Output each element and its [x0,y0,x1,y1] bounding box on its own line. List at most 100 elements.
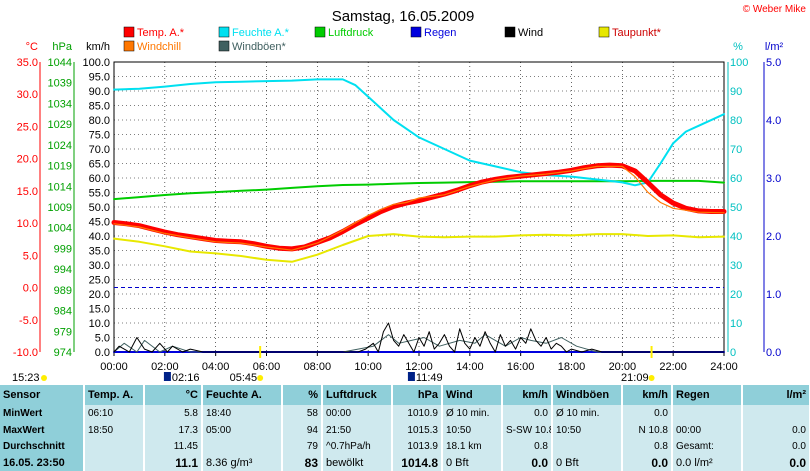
legend-swatch [598,26,610,38]
y-tick-label-wind: 15.0 [89,304,110,316]
y-tick-label-temp: 30.0 [17,89,38,101]
header-temp: Temp. A. [84,385,145,406]
y-tick-label-press: 1024 [48,140,72,152]
y-tick-label-press: 1034 [48,98,72,110]
statistics-table: Sensor Temp. A. °C Feuchte A. % Luftdruc… [0,385,810,471]
y-tick-label-temp: 20.0 [17,154,38,166]
header-hum: Feuchte A. [202,385,283,406]
y-tick-label-press: 1014 [48,181,72,193]
header-press-unit: hPa [392,385,443,406]
cell: 94 [282,421,323,439]
weather-chart: Samstag, 16.05.2009 © Weber Mike Temp. A… [12,4,806,384]
y-tick-label-wind: 85.0 [89,101,110,113]
event-label: 05:45 [230,372,258,384]
series-line-taupunkt [113,233,725,263]
axis-label-wind: km/h [86,41,110,53]
header-temp-unit: °C [144,385,203,406]
y-tick-label-wind: 45.0 [89,217,110,229]
cell: 1010.9 [392,405,443,422]
y-tick-label-hum: 100 [730,57,748,69]
cell: N 10.8 [622,421,673,439]
cell: 0 Bft [442,454,503,471]
astro-events: 15:23 02:16 05:45 11:49 21:09 [12,346,655,384]
x-tick-label: 06:00 [253,361,281,373]
cell: ^0.7hPa/h [322,438,393,455]
cell: 1015.3 [392,421,443,439]
event-label: 15:23 [12,372,40,384]
y-tick-label-hum: 90 [730,86,742,98]
y-tick-label-hum: 50 [730,202,742,214]
cell: 21:50 [322,421,393,439]
y-tick-label-rain: 0.0 [766,347,781,359]
cell: 0.0 l/m² [672,454,743,471]
cell: Ø 10 min. [442,405,503,422]
y-tick-label-press: 994 [54,264,72,276]
cell: 0.0 [742,438,810,455]
x-tick-label: 18:00 [558,361,586,373]
x-tick-label: 20:00 [609,361,637,373]
header-rain-unit: l/m² [742,385,810,406]
header-hum-unit: % [282,385,323,406]
cell: 0.0 [742,454,810,471]
cell: 00:00 [322,405,393,422]
table-row: Durchschnitt 11.45 79 ^0.7hPa/h 1013.9 1… [0,438,810,455]
table-row: MinWert 06:10 5.8 18:40 58 00:00 1010.9 … [0,405,810,422]
legend-swatch [123,40,135,52]
header-gust: Windböen [552,385,623,406]
table-row: 16.05. 23:50 11.1 8.36 g/m³ 83 bewölkt 1… [0,454,810,471]
y-tick-label-wind: 90.0 [89,86,110,98]
axis-label-press: hPa [52,41,72,53]
cell: 10:50 [552,421,623,439]
y-tick-label-wind: 35.0 [89,246,110,258]
table-row: MaxWert 18:50 17.3 05:00 94 21:50 1015.3… [0,421,810,439]
y-tick-label-hum: 40 [730,231,742,243]
chart-title: Samstag, 16.05.2009 [332,8,475,25]
event-label: 21:09 [621,372,649,384]
x-tick-label: 24:00 [710,361,738,373]
axis-label-rain: l/m² [765,41,784,53]
series-line-luftdruck [113,179,725,201]
y-tick-label-wind: 70.0 [89,144,110,156]
moon-icon [407,372,415,381]
y-tick-label-wind: 80.0 [89,115,110,127]
y-tick-label-wind: 50.0 [89,202,110,214]
cell: 18:40 [202,405,283,422]
cell: 0.0 [622,405,673,422]
sun-icon [41,375,47,381]
x-tick-label: 08:00 [304,361,332,373]
y-tick-label-temp: 10.0 [17,218,38,230]
y-tick-label-press: 1039 [48,78,72,90]
x-tick-label: 12:00 [405,361,433,373]
row-label: Durchschnitt [0,438,85,455]
y-tick-label-temp: -10.0 [13,347,38,359]
cell: Ø 10 min. [552,405,623,422]
y-tick-label-wind: 10.0 [89,318,110,330]
legend-swatch [410,26,422,38]
x-tick-label: 00:00 [100,361,128,373]
legend-swatch [314,26,326,38]
y-tick-label-rain: 4.0 [766,115,781,127]
cell: 18.1 km [442,438,503,455]
cell: 0.0 [622,454,673,471]
sun-icon [648,375,655,381]
cell: 1013.9 [392,438,443,455]
legend-swatch [218,40,230,52]
chart-legend: Temp. A.* Feuchte A.* Luftdruck Regen Wind Ta… [123,26,662,53]
y-tick-label-wind: 30.0 [89,260,110,272]
cell [202,438,283,455]
y-tick-label-hum: 80 [730,115,742,127]
x-tick-label: 04:00 [202,361,230,373]
axis-label-hum: % [733,41,743,53]
y-tick-label-rain: 1.0 [766,289,781,301]
cell: 11.45 [144,438,203,455]
y-tick-label-temp: 35.0 [17,57,38,69]
moon-icon [163,372,171,381]
cell: 18:50 [84,421,145,439]
header-press: Luftdruck [322,385,393,406]
cell: 11.1 [144,454,203,471]
cell: 00:00 [672,421,743,439]
x-tick-label: 02:00 [151,361,179,373]
series-line-windb-en [113,334,725,353]
series-line-windchill [113,165,725,251]
row-label: 16.05. 23:50 [0,454,85,471]
